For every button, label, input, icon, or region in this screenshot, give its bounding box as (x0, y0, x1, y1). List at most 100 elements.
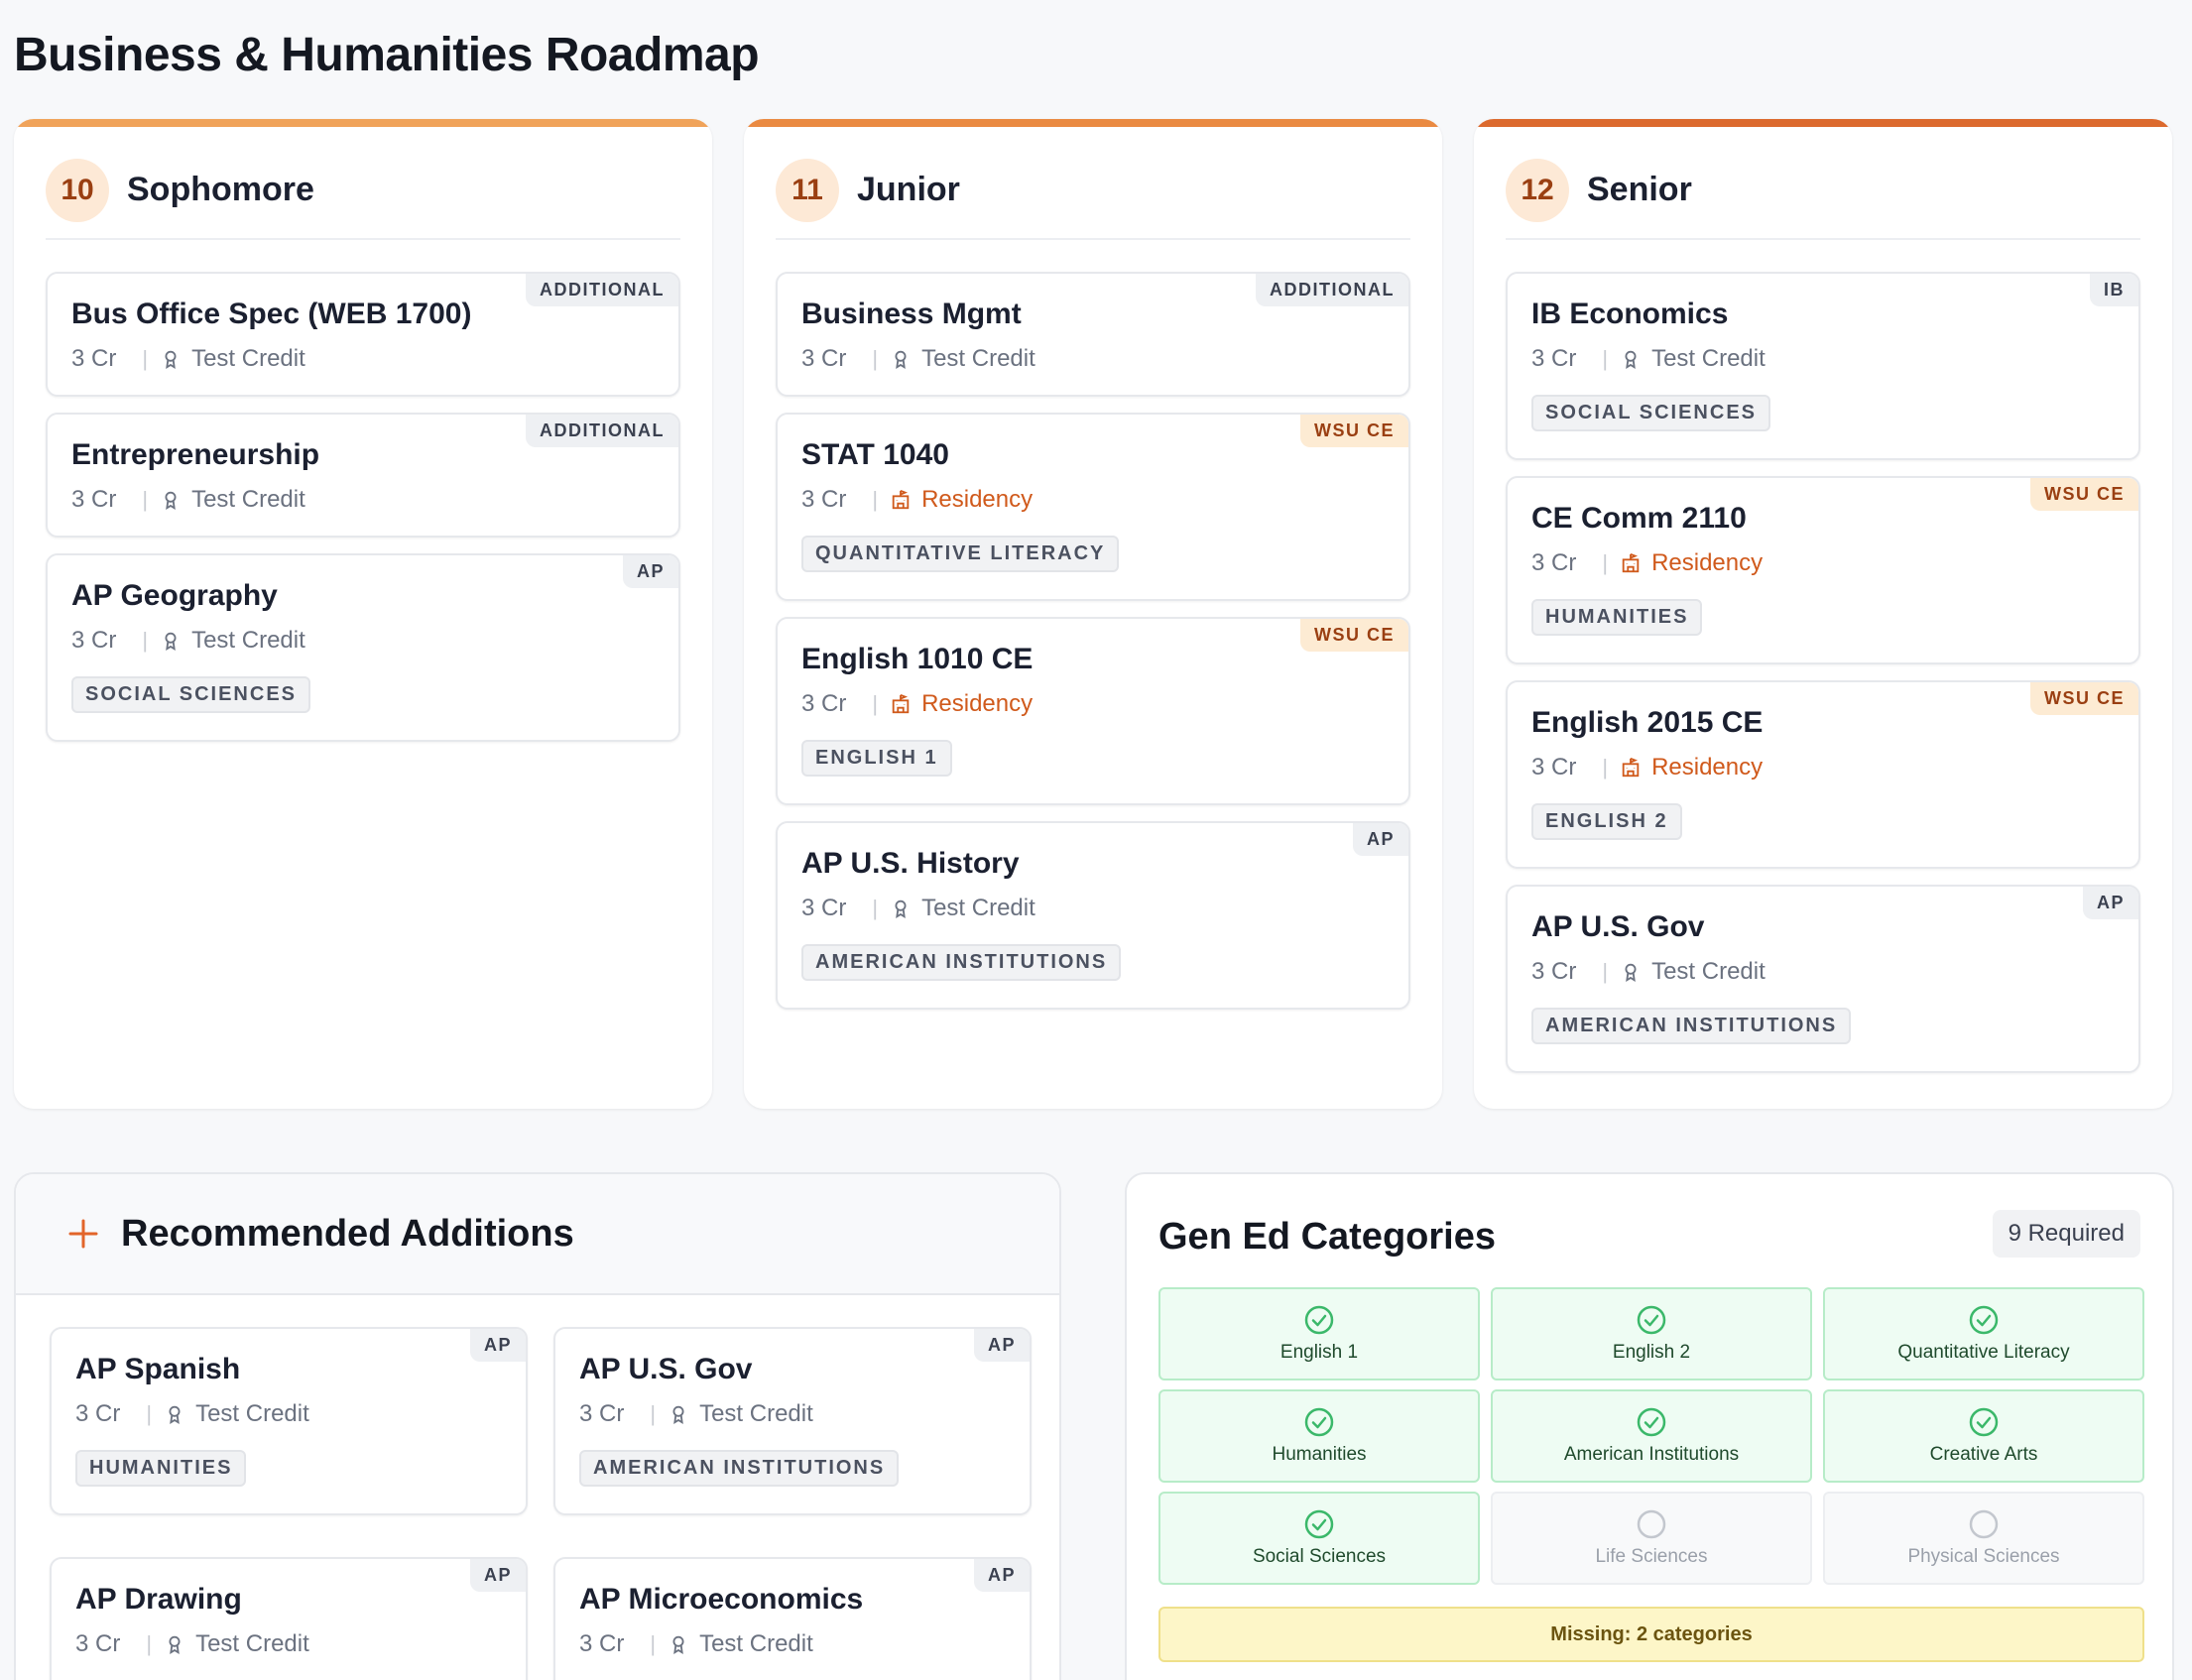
course-credits: 3 Cr (75, 1400, 121, 1427)
recommended-course-card[interactable]: AP AP U.S. Gov 3 Cr | Test Credit AMERICAN IN… (553, 1327, 1032, 1515)
program-badge: ADDITIONAL (1256, 274, 1408, 306)
course-meta: 3 Cr | Residency (1531, 549, 2115, 577)
course-name: Entrepreneurship (71, 438, 320, 471)
gen-ed-category: Quantitative Literacy (1823, 1287, 2144, 1380)
meta-separator: | (872, 691, 879, 716)
meta-separator: | (650, 1631, 657, 1656)
course-meta: 3 Cr | Test Credit (801, 895, 1385, 922)
program-badge: AP (973, 1559, 1030, 1592)
course-card[interactable]: WSU CE English 2015 CE 3 Cr | Residency ENGLI… (1506, 680, 2140, 869)
course-name: AP U.S. Gov (579, 1353, 753, 1385)
gen-ed-category: Physical Sciences (1823, 1492, 2144, 1585)
year-header: 11 Junior (776, 159, 1410, 240)
course-card[interactable]: WSU CE CE Comm 2110 3 Cr | Residency HUMANITI… (1506, 476, 2140, 664)
course-list: IB IB Economics 3 Cr | Test Credit SOCIAL SCI… (1506, 272, 2140, 1089)
course-meta: 3 Cr | Test Credit (75, 1630, 502, 1658)
program-badge: AP (622, 555, 678, 588)
credit-type: Test Credit (191, 345, 305, 372)
course-card[interactable]: AP AP U.S. History 3 Cr | Test Credit AMERICA… (776, 821, 1410, 1010)
missing-categories-banner: Missing: 2 categories (1158, 1607, 2144, 1662)
category-tag: QUANTITATIVE LITERACY (801, 536, 1120, 572)
award-icon (1620, 961, 1642, 983)
program-badge: ADDITIONAL (526, 274, 678, 306)
award-icon (1620, 348, 1642, 370)
award-icon (890, 348, 912, 370)
course-meta: 3 Cr | Test Credit (1531, 958, 2115, 986)
gen-ed-category: Creative Arts (1823, 1389, 2144, 1483)
gen-ed-category: English 1 (1158, 1287, 1480, 1380)
credit-type: Test Credit (921, 895, 1035, 921)
check-circle-icon (1303, 1508, 1335, 1540)
category-label: Social Sciences (1252, 1546, 1387, 1567)
course-name: CE Comm 2110 (1531, 502, 1747, 535)
course-credits: 3 Cr (1531, 345, 1577, 372)
category-label: Quantitative Literacy (1897, 1342, 2070, 1363)
recommended-additions-panel: Recommended Additions AP AP Spanish 3 Cr | T… (14, 1172, 1061, 1680)
meta-separator: | (142, 487, 149, 512)
category-tag: SOCIAL SCIENCES (71, 676, 310, 713)
plus-icon[interactable] (67, 1218, 99, 1250)
award-icon (164, 1633, 185, 1655)
building-icon (890, 489, 912, 511)
meta-separator: | (142, 628, 149, 653)
category-label: Life Sciences (1595, 1546, 1708, 1567)
course-card[interactable]: AP AP U.S. Gov 3 Cr | Test Credit AMERICAN IN… (1506, 885, 2140, 1073)
course-card[interactable]: WSU CE STAT 1040 3 Cr | Residency QUANTITATIV… (776, 413, 1410, 601)
category-label: Creative Arts (1929, 1444, 2038, 1465)
category-tag: SOCIAL SCIENCES (1531, 395, 1770, 431)
year-accent-bar (744, 119, 1442, 127)
course-name: Bus Office Spec (WEB 1700) (71, 298, 472, 330)
course-card[interactable]: ADDITIONAL Bus Office Spec (WEB 1700) 3 Cr… (46, 272, 680, 397)
award-icon (668, 1403, 689, 1425)
year-columns: 10 Sophomore ADDITIONAL Bus Office Spec (WE… (14, 119, 2172, 1109)
grade-number-badge: 12 (1506, 159, 1569, 222)
course-card[interactable]: AP AP Geography 3 Cr | Test Credit SOCIAL SCI… (46, 553, 680, 742)
recommended-course-card[interactable]: AP AP Microeconomics 3 Cr | Test Credit (553, 1557, 1032, 1680)
year-accent-bar (14, 119, 712, 127)
award-icon (668, 1633, 689, 1655)
course-credits: 3 Cr (1531, 754, 1577, 780)
credit-type: Test Credit (699, 1630, 813, 1657)
course-name: AP U.S. History (801, 847, 1020, 880)
course-card[interactable]: ADDITIONAL Business Mgmt 3 Cr | Test Credit (776, 272, 1410, 397)
check-circle-icon (1636, 1406, 1667, 1438)
course-credits: 3 Cr (801, 690, 847, 717)
meta-separator: | (872, 346, 879, 371)
course-meta: 3 Cr | Test Credit (1531, 345, 2115, 373)
course-meta: 3 Cr | Test Credit (579, 1400, 1006, 1428)
course-credits: 3 Cr (1531, 549, 1577, 576)
gen-ed-title: Gen Ed Categories (1158, 1216, 1496, 1258)
award-icon (160, 489, 182, 511)
course-list: ADDITIONAL Business Mgmt 3 Cr | Test Credit W… (776, 272, 1410, 1025)
category-tag: AMERICAN INSTITUTIONS (1531, 1008, 1852, 1044)
program-badge: AP (469, 1329, 526, 1362)
course-name: English 1010 CE (801, 643, 1034, 675)
category-tag: AMERICAN INSTITUTIONS (579, 1450, 900, 1487)
award-icon (160, 348, 182, 370)
course-card[interactable]: ADDITIONAL Entrepreneurship 3 Cr | Test Cred… (46, 413, 680, 538)
category-tag: ENGLISH 2 (1531, 803, 1682, 840)
credit-type: Residency (1651, 754, 1764, 780)
recommended-course-card[interactable]: AP AP Spanish 3 Cr | Test Credit HUMANITIES (50, 1327, 528, 1515)
recommended-header: Recommended Additions (16, 1174, 1059, 1295)
category-tag: ENGLISH 1 (801, 740, 952, 777)
program-badge: ADDITIONAL (526, 415, 678, 447)
meta-separator: | (146, 1401, 153, 1426)
program-badge: AP (469, 1559, 526, 1592)
gen-ed-panel: Gen Ed Categories 9 Required English 1 En… (1125, 1172, 2174, 1680)
meta-separator: | (142, 346, 149, 371)
gen-ed-category: Social Sciences (1158, 1492, 1480, 1585)
building-icon (1620, 757, 1642, 779)
building-icon (890, 693, 912, 715)
course-meta: 3 Cr | Test Credit (801, 345, 1385, 373)
course-card[interactable]: IB IB Economics 3 Cr | Test Credit SOCIAL SCI… (1506, 272, 2140, 460)
course-name: Business Mgmt (801, 298, 1022, 330)
award-icon (890, 898, 912, 919)
recommended-course-card[interactable]: AP AP Drawing 3 Cr | Test Credit (50, 1557, 528, 1680)
meta-separator: | (1602, 959, 1609, 984)
course-card[interactable]: WSU CE English 1010 CE 3 Cr | Residency ENGLI… (776, 617, 1410, 805)
course-credits: 3 Cr (579, 1630, 625, 1657)
course-credits: 3 Cr (1531, 958, 1577, 985)
course-meta: 3 Cr | Residency (801, 690, 1385, 718)
recommended-title: Recommended Additions (121, 1212, 574, 1255)
